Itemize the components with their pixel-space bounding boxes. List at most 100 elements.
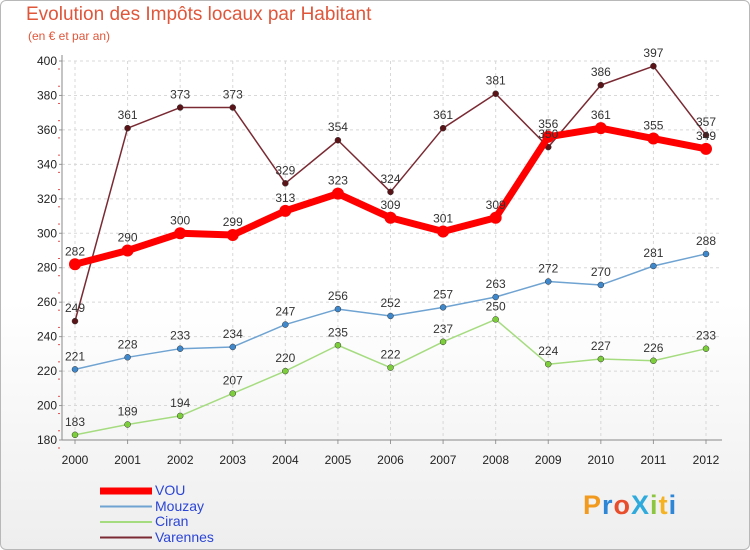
data-point-ciran <box>493 316 499 322</box>
data-point-ciran <box>440 339 446 345</box>
data-point-ciran <box>703 346 709 352</box>
x-tick-label: 2003 <box>219 453 246 467</box>
data-label-varennes: 381 <box>486 74 506 88</box>
data-point-varennes <box>440 125 446 131</box>
data-label-varennes: 249 <box>65 301 85 315</box>
proxiti-logo: ProXiti <box>583 490 677 521</box>
data-label-varennes: 361 <box>118 108 138 122</box>
data-label-ciran: 183 <box>65 415 85 429</box>
data-point-mouzay <box>125 354 131 360</box>
x-tick-label: 2002 <box>167 453 194 467</box>
data-point-varennes <box>650 63 656 69</box>
data-point-ciran <box>230 390 236 396</box>
y-tick-label: 240 <box>37 330 57 344</box>
x-tick-label: 2004 <box>272 453 299 467</box>
data-point-mouzay <box>230 344 236 350</box>
data-point-mouzay <box>282 322 288 328</box>
data-point-ciran <box>650 358 656 364</box>
data-label-varennes: 373 <box>170 88 190 102</box>
y-tick-label: 220 <box>37 364 57 378</box>
data-label-mouzay: 270 <box>591 265 611 279</box>
data-point-vou <box>69 258 81 270</box>
data-label-vou: 313 <box>275 191 295 205</box>
data-label-varennes: 329 <box>275 163 295 177</box>
data-point-ciran <box>388 365 394 371</box>
data-label-vou: 290 <box>118 231 138 245</box>
data-label-vou: 299 <box>223 215 243 229</box>
data-label-vou: 349 <box>696 129 716 143</box>
data-point-varennes <box>598 82 604 88</box>
data-point-varennes <box>230 105 236 111</box>
data-label-vou: 300 <box>170 213 190 227</box>
data-point-vou <box>385 212 397 224</box>
y-tick-label: 180 <box>37 433 57 447</box>
data-label-vou: 282 <box>65 244 85 258</box>
data-point-varennes <box>177 105 183 111</box>
logo-letter: r <box>602 490 614 520</box>
data-label-ciran: 226 <box>643 341 663 355</box>
data-label-mouzay: 221 <box>65 349 85 363</box>
data-point-vou <box>700 143 712 155</box>
data-point-ciran <box>125 421 131 427</box>
data-point-varennes <box>335 137 341 143</box>
data-point-mouzay <box>598 282 604 288</box>
y-tick-label: 380 <box>37 88 57 102</box>
x-tick-label: 2006 <box>377 453 404 467</box>
data-label-varennes: 386 <box>591 65 611 79</box>
data-label-mouzay: 256 <box>328 289 348 303</box>
logo-letter: P <box>583 490 602 520</box>
legend-lines <box>100 491 152 538</box>
line-chart: 1802002202402602803003203403603804002000… <box>0 0 750 550</box>
data-point-varennes <box>282 180 288 186</box>
data-point-vou <box>227 229 239 241</box>
x-tick-label: 2012 <box>693 453 720 467</box>
x-tick-label: 2001 <box>114 453 141 467</box>
data-label-ciran: 222 <box>380 348 400 362</box>
data-label-vou: 361 <box>591 108 611 122</box>
data-label-ciran: 235 <box>328 325 348 339</box>
data-point-ciran <box>598 356 604 362</box>
data-point-varennes <box>388 189 394 195</box>
data-point-mouzay <box>335 306 341 312</box>
data-point-vou <box>437 226 449 238</box>
y-tick-label: 260 <box>37 295 57 309</box>
data-point-mouzay <box>72 366 78 372</box>
legend-label-mouzay: Mouzay <box>155 498 204 514</box>
logo-letter: t <box>659 490 669 520</box>
data-label-varennes: 324 <box>380 172 400 186</box>
data-label-varennes: 397 <box>643 46 663 60</box>
x-tick-label: 2007 <box>430 453 457 467</box>
data-label-mouzay: 228 <box>118 337 138 351</box>
x-tick-label: 2009 <box>535 453 562 467</box>
y-tick-label: 200 <box>37 399 57 413</box>
data-label-ciran: 227 <box>591 339 611 353</box>
data-point-mouzay <box>703 251 709 257</box>
x-tick-label: 2008 <box>482 453 509 467</box>
y-tick-label: 400 <box>37 54 57 68</box>
data-point-vou <box>122 245 134 257</box>
y-tick-label: 340 <box>37 157 57 171</box>
data-label-mouzay: 281 <box>643 246 663 260</box>
data-label-vou: 355 <box>643 119 663 133</box>
data-label-ciran: 220 <box>275 351 295 365</box>
legend-label-vou: VOU <box>155 482 185 498</box>
data-label-mouzay: 263 <box>486 277 506 291</box>
data-label-varennes: 373 <box>223 88 243 102</box>
data-label-ciran: 189 <box>118 404 138 418</box>
data-label-vou: 301 <box>433 212 453 226</box>
data-point-varennes <box>72 318 78 324</box>
y-tick-label: 320 <box>37 192 57 206</box>
data-label-mouzay: 247 <box>275 305 295 319</box>
y-tick-label: 360 <box>37 123 57 137</box>
data-point-mouzay <box>440 304 446 310</box>
data-label-ciran: 207 <box>223 373 243 387</box>
data-label-mouzay: 234 <box>223 327 243 341</box>
logo-letter: i <box>650 490 659 520</box>
data-point-vou <box>174 227 186 239</box>
legend-label-varennes: Varennes <box>155 529 214 545</box>
x-tick-label: 2011 <box>641 453 667 467</box>
data-point-vou <box>595 122 607 134</box>
data-point-vou <box>332 188 344 200</box>
x-tick-label: 2010 <box>587 453 614 467</box>
data-point-ciran <box>282 368 288 374</box>
